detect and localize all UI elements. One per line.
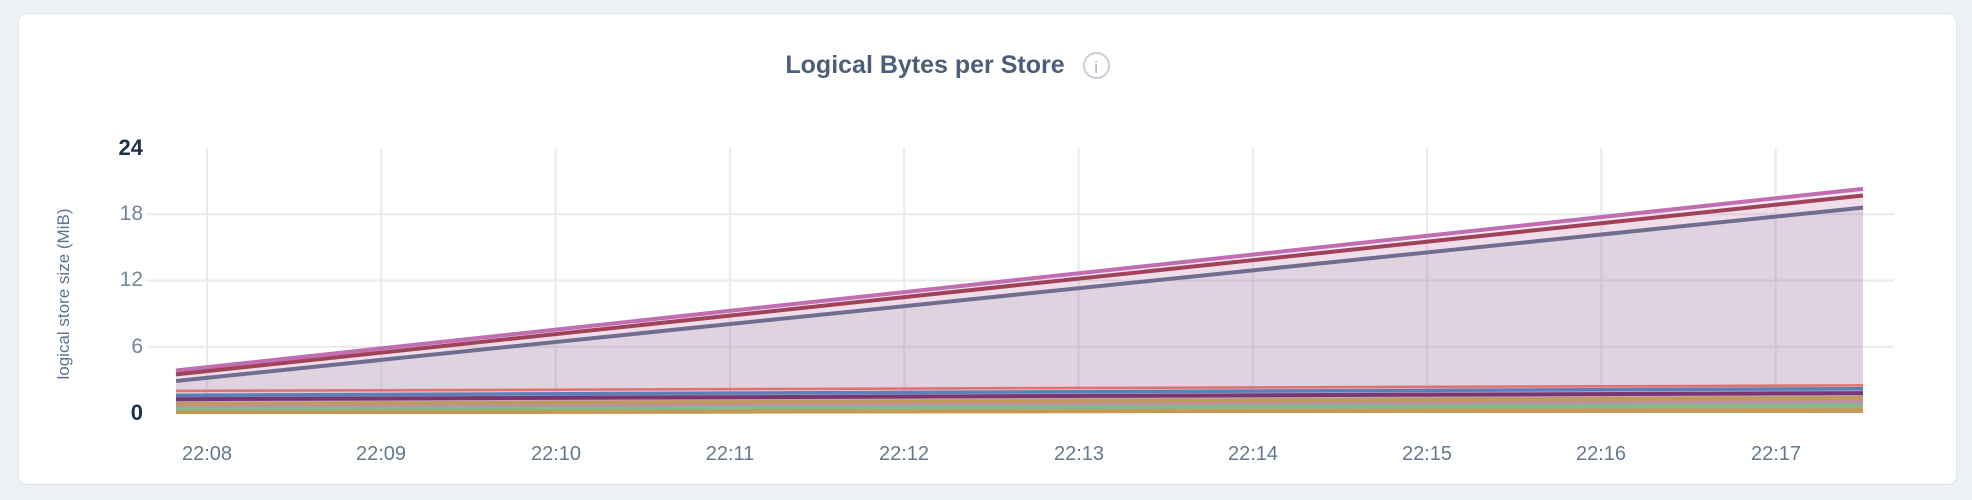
x-tick-2217: 22:17 xyxy=(1750,443,1802,465)
x-tick-2210: 22:10 xyxy=(530,443,582,465)
plot-area xyxy=(147,148,1894,414)
y-tick-24: 24 xyxy=(118,135,143,160)
series-pink-line xyxy=(175,186,1864,373)
y-tick-0: 0 xyxy=(130,400,143,425)
x-tick-2213: 22:13 xyxy=(1053,443,1105,465)
series-pink-area xyxy=(176,188,1863,413)
series-slate-purple-area xyxy=(176,207,1863,413)
x-tick-2211: 22:11 xyxy=(705,443,755,465)
series-tan-line xyxy=(175,396,1864,407)
x-tick-2214: 22:14 xyxy=(1227,443,1279,465)
chart-header: Logical Bytes per Store i xyxy=(19,50,1956,80)
series-plum-line xyxy=(175,391,1864,402)
y-tick-6: 6 xyxy=(131,335,143,358)
x-tick-2208: 22:08 xyxy=(181,443,233,465)
series-green-line xyxy=(175,403,1864,412)
chart-card: Logical Bytes per Store i logical store … xyxy=(18,13,1957,485)
series-mauve-line xyxy=(175,400,1864,409)
x-tick-2212: 22:12 xyxy=(878,443,930,465)
x-tick-2209: 22:09 xyxy=(355,443,407,465)
y-tick-12: 12 xyxy=(119,268,143,291)
y-axis-label: logical store size (MiB) xyxy=(54,208,73,380)
chart-title: Logical Bytes per Store xyxy=(785,51,1065,79)
x-tick-2216: 22:16 xyxy=(1575,443,1627,465)
series-maroon-line xyxy=(175,193,1864,377)
series-blue-line xyxy=(175,386,1864,398)
x-tick-2215: 22:15 xyxy=(1401,443,1453,465)
y-tick-18: 18 xyxy=(119,202,143,225)
series-slate-purple-line xyxy=(175,205,1864,383)
plot-wrap: logical store size (MiB) 0 6 12 18 24 22… xyxy=(19,14,1956,484)
series-salmon-line xyxy=(175,384,1864,393)
series-gold-line xyxy=(175,408,1864,414)
info-icon[interactable]: i xyxy=(1082,51,1110,79)
